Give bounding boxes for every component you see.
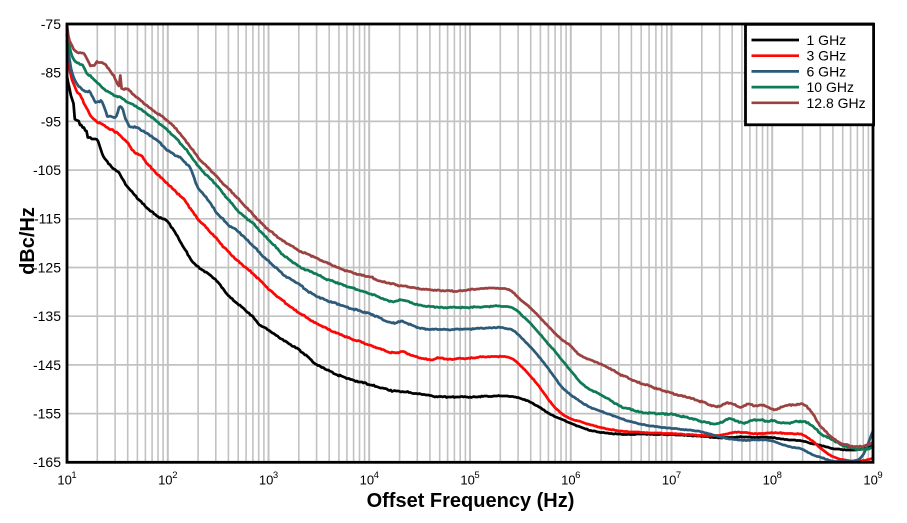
svg-text:10: 10 xyxy=(57,472,71,487)
svg-text:10: 10 xyxy=(662,472,676,487)
svg-text:-135: -135 xyxy=(33,308,61,324)
svg-text:6 GHz: 6 GHz xyxy=(807,63,847,79)
svg-text:dBc/Hz: dBc/Hz xyxy=(17,207,39,275)
svg-text:2: 2 xyxy=(172,470,177,481)
svg-text:10: 10 xyxy=(863,472,877,487)
svg-text:10: 10 xyxy=(158,472,172,487)
svg-text:1: 1 xyxy=(71,470,76,481)
svg-text:1 GHz: 1 GHz xyxy=(807,32,847,48)
svg-text:4: 4 xyxy=(374,470,379,481)
svg-text:10: 10 xyxy=(460,472,474,487)
svg-text:Offset Frequency (Hz): Offset Frequency (Hz) xyxy=(367,490,575,512)
svg-text:-155: -155 xyxy=(33,406,61,422)
svg-text:10: 10 xyxy=(561,472,575,487)
svg-text:10 GHz: 10 GHz xyxy=(807,79,854,95)
svg-text:10: 10 xyxy=(259,472,273,487)
svg-text:-165: -165 xyxy=(33,454,61,470)
svg-text:3: 3 xyxy=(273,470,278,481)
svg-text:7: 7 xyxy=(676,470,681,481)
svg-text:-85: -85 xyxy=(41,65,61,81)
svg-text:10: 10 xyxy=(360,472,374,487)
svg-text:-125: -125 xyxy=(33,259,61,275)
svg-text:-115: -115 xyxy=(34,211,61,227)
svg-text:12.8 GHz: 12.8 GHz xyxy=(807,95,866,111)
svg-text:5: 5 xyxy=(474,470,479,481)
svg-text:3 GHz: 3 GHz xyxy=(807,48,847,64)
svg-text:-95: -95 xyxy=(41,113,61,129)
svg-text:8: 8 xyxy=(777,470,782,481)
svg-text:-105: -105 xyxy=(33,162,61,178)
svg-text:-145: -145 xyxy=(33,357,61,373)
svg-text:6: 6 xyxy=(575,470,580,481)
svg-text:10: 10 xyxy=(763,472,777,487)
svg-text:9: 9 xyxy=(877,470,882,481)
svg-text:-75: -75 xyxy=(41,16,61,32)
